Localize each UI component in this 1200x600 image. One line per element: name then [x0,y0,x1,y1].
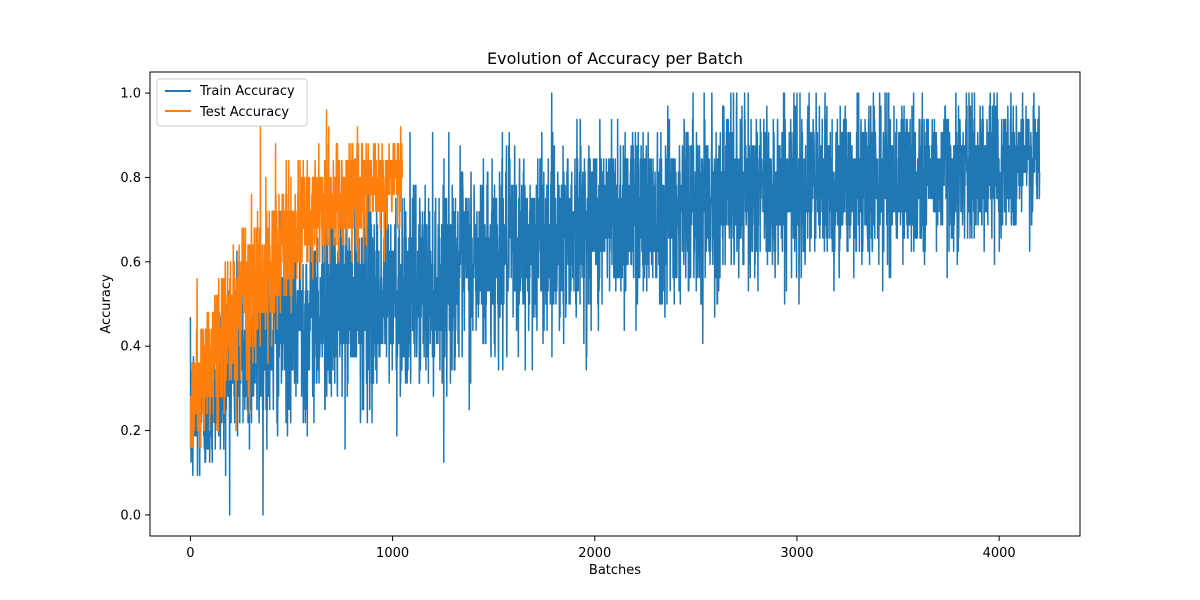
y-tick-label: 0.8 [120,171,141,186]
y-axis-ticks: 0.0 0.2 0.4 0.6 0.8 1.0 [120,87,150,523]
x-tick-label: 1000 [376,546,409,561]
x-axis-ticks: 0 1000 2000 3000 4000 [186,536,1016,561]
x-axis-label: Batches [589,563,641,578]
legend-label-test: Test Accuracy [199,105,289,120]
chart-title: Evolution of Accuracy per Batch [487,49,743,68]
y-tick-label: 1.0 [120,87,141,102]
y-tick-label: 0.2 [120,424,141,439]
series-layer [189,92,1041,516]
y-tick-label: 0.6 [120,255,141,270]
legend: Train Accuracy Test Accuracy [156,78,308,127]
x-tick-label: 2000 [578,546,611,561]
x-tick-label: 0 [186,546,194,561]
y-tick-label: 0.4 [120,340,141,355]
x-tick-label: 4000 [983,546,1016,561]
y-axis-label: Accuracy [99,274,114,334]
plot-area [189,92,1041,516]
plot-frame [149,71,1081,537]
y-tick-label: 0.0 [120,508,141,523]
test-accuracy-line [189,109,404,449]
legend-label-train: Train Accuracy [199,84,295,99]
legend-box [156,78,308,127]
x-tick-label: 3000 [780,546,813,561]
train-accuracy-line [189,92,1041,516]
